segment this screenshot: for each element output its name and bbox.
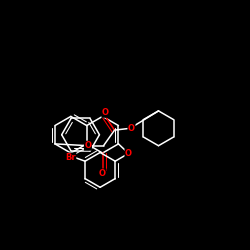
Text: O: O xyxy=(84,141,91,150)
Text: Br: Br xyxy=(65,153,76,162)
Text: O: O xyxy=(99,169,106,178)
Text: O: O xyxy=(125,149,132,158)
Text: O: O xyxy=(128,124,135,133)
Text: O: O xyxy=(102,108,109,117)
